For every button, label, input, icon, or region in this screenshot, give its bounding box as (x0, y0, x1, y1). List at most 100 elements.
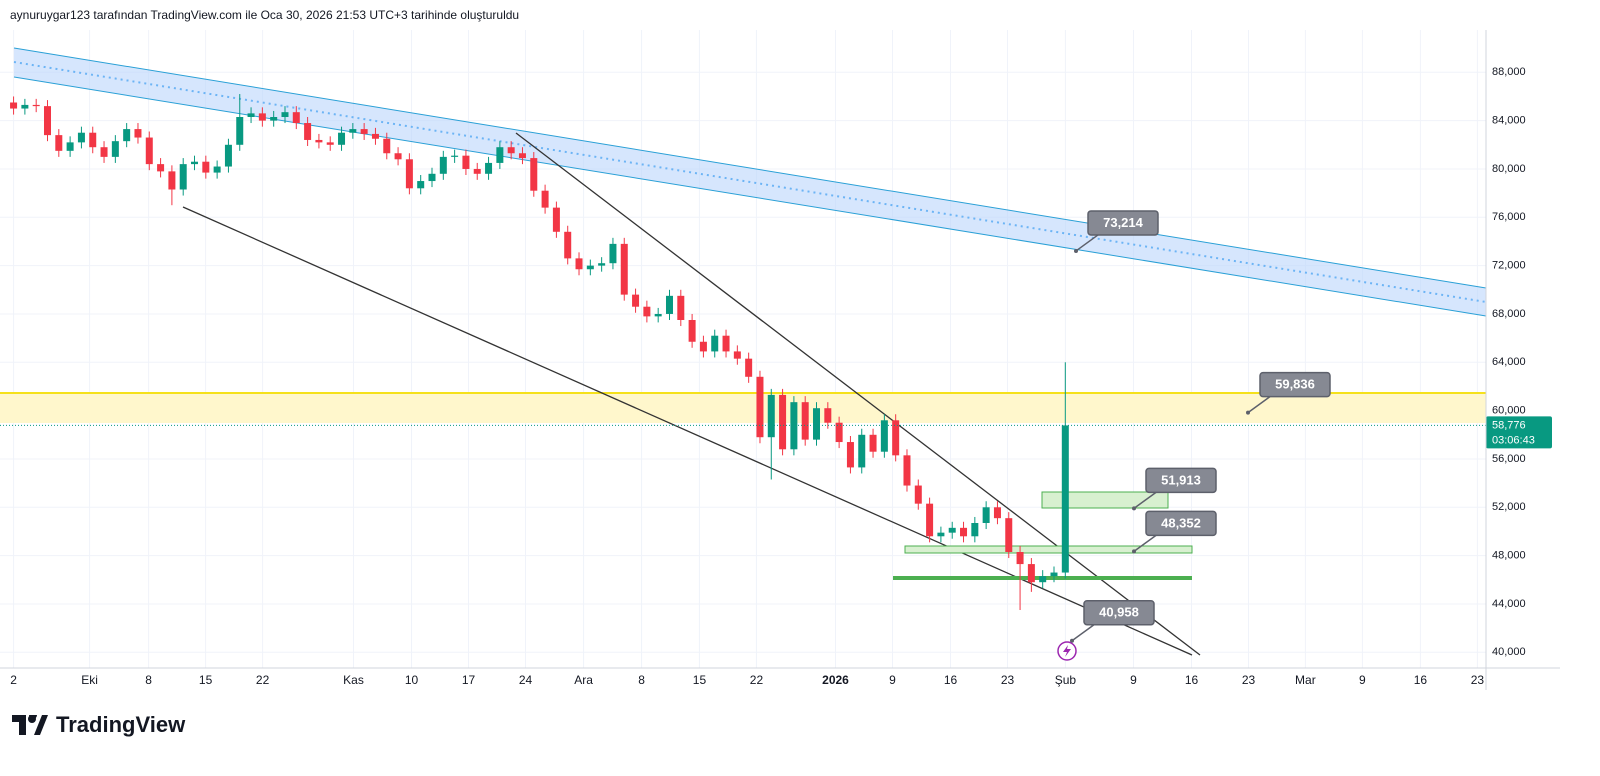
x-tick-label: 17 (462, 673, 476, 687)
candle-body (586, 265, 594, 270)
candle-body (926, 503, 934, 537)
wedge-line (182, 206, 1193, 656)
candle-body (937, 532, 945, 537)
candle-body (1050, 572, 1058, 577)
y-tick-label: 52,000 (1492, 501, 1526, 513)
candle-body (10, 102, 18, 109)
candle-body (179, 164, 187, 190)
y-tick-label: 64,000 (1492, 356, 1526, 368)
resistance-zone (0, 393, 1486, 423)
callout-anchor (1070, 638, 1074, 643)
candle-body (236, 117, 244, 145)
callout-label: 40,958 (1099, 605, 1139, 620)
candle-body (688, 320, 696, 342)
candle-body (880, 420, 888, 452)
x-tick-label: 24 (519, 673, 533, 687)
candle-body (733, 351, 741, 359)
candle-body (304, 123, 312, 140)
channel-line (13, 47, 1487, 289)
candle-body (948, 527, 956, 533)
candle-body (123, 129, 131, 142)
candle-body (1027, 564, 1035, 583)
candle-body (405, 159, 413, 189)
candle-body (134, 129, 142, 138)
candle-body (767, 394, 775, 438)
candle-body (191, 161, 199, 165)
candle-body (349, 129, 357, 133)
callout-box (1083, 599, 1155, 626)
candle-body (665, 295, 673, 314)
candle-body (270, 117, 278, 121)
candle-body (32, 104, 40, 107)
candle-body (643, 306, 651, 317)
candle-body (654, 313, 662, 317)
callout-box (1145, 467, 1217, 494)
candle-body (835, 422, 843, 443)
candle-body (462, 155, 470, 169)
candle-body (258, 113, 266, 121)
candle-body (699, 341, 707, 352)
x-tick-label: 23 (1242, 673, 1256, 687)
candle-body (756, 376, 764, 438)
header: aynuruygar123 tarafından TradingView.com… (10, 8, 520, 22)
candle-body (473, 168, 481, 174)
candle-body (609, 243, 617, 264)
candle-body (779, 394, 787, 450)
callout-label: 48,352 (1161, 515, 1201, 530)
x-tick-label: 2 (10, 673, 17, 687)
last-price-box (1486, 416, 1552, 449)
candle-body (824, 408, 832, 423)
x-tick-label: 22 (256, 673, 270, 687)
candle-body (813, 408, 821, 440)
candle-body (383, 138, 391, 154)
callout-box (1145, 510, 1217, 537)
candle-body (564, 231, 572, 259)
candles (10, 94, 1069, 610)
y-tick-label: 60,000 (1492, 405, 1526, 417)
callout-anchor (1132, 506, 1136, 511)
candle-body (326, 142, 334, 145)
wedge-line (515, 132, 1201, 656)
candle-body (1005, 518, 1013, 552)
candle-body (43, 106, 51, 136)
candle-body (1061, 425, 1069, 573)
chart: 58,776 03:06:43 73,214 51,913 48,352 40,958 59… (0, 30, 1560, 690)
candle-body (371, 133, 379, 139)
candle-body (77, 132, 85, 143)
candle-body (1039, 576, 1047, 583)
y-tick-label: 68,000 (1492, 308, 1526, 320)
x-tick-label: Eki (81, 673, 98, 687)
candle-body (858, 434, 866, 468)
candle-body (247, 113, 255, 117)
x-tick-label: 9 (1359, 673, 1366, 687)
candle-body (722, 335, 730, 352)
y-tick-label: 56,000 (1492, 453, 1526, 465)
candle-body (89, 132, 97, 148)
candle-body (960, 527, 968, 537)
candle-body (914, 485, 922, 504)
candle-body (145, 137, 153, 165)
candle-body (790, 402, 798, 450)
callout-pointer (1133, 491, 1157, 509)
candle-body (846, 442, 854, 468)
candle-body (281, 112, 289, 117)
candle-body (21, 104, 29, 109)
candle-body (439, 156, 447, 174)
x-tick-label: 22 (750, 673, 764, 687)
x-tick-label: Şub (1055, 673, 1077, 687)
candle-body (451, 155, 459, 157)
x-tick-label: 16 (944, 673, 958, 687)
candle-body (485, 162, 493, 174)
callout-label: 51,913 (1161, 472, 1201, 487)
callout-anchor (1074, 248, 1078, 253)
candle-body (552, 207, 560, 232)
candle-body (213, 166, 221, 173)
brand-icon (12, 715, 48, 735)
channel-mid (13, 61, 1487, 303)
callout-box (1087, 210, 1159, 236)
candle-body (168, 171, 176, 190)
x-tick-label: 15 (693, 673, 707, 687)
x-tick-label: 23 (1001, 673, 1015, 687)
x-tick-label: 23 (1471, 673, 1485, 687)
countdown-label: 03:06:43 (1492, 434, 1535, 446)
